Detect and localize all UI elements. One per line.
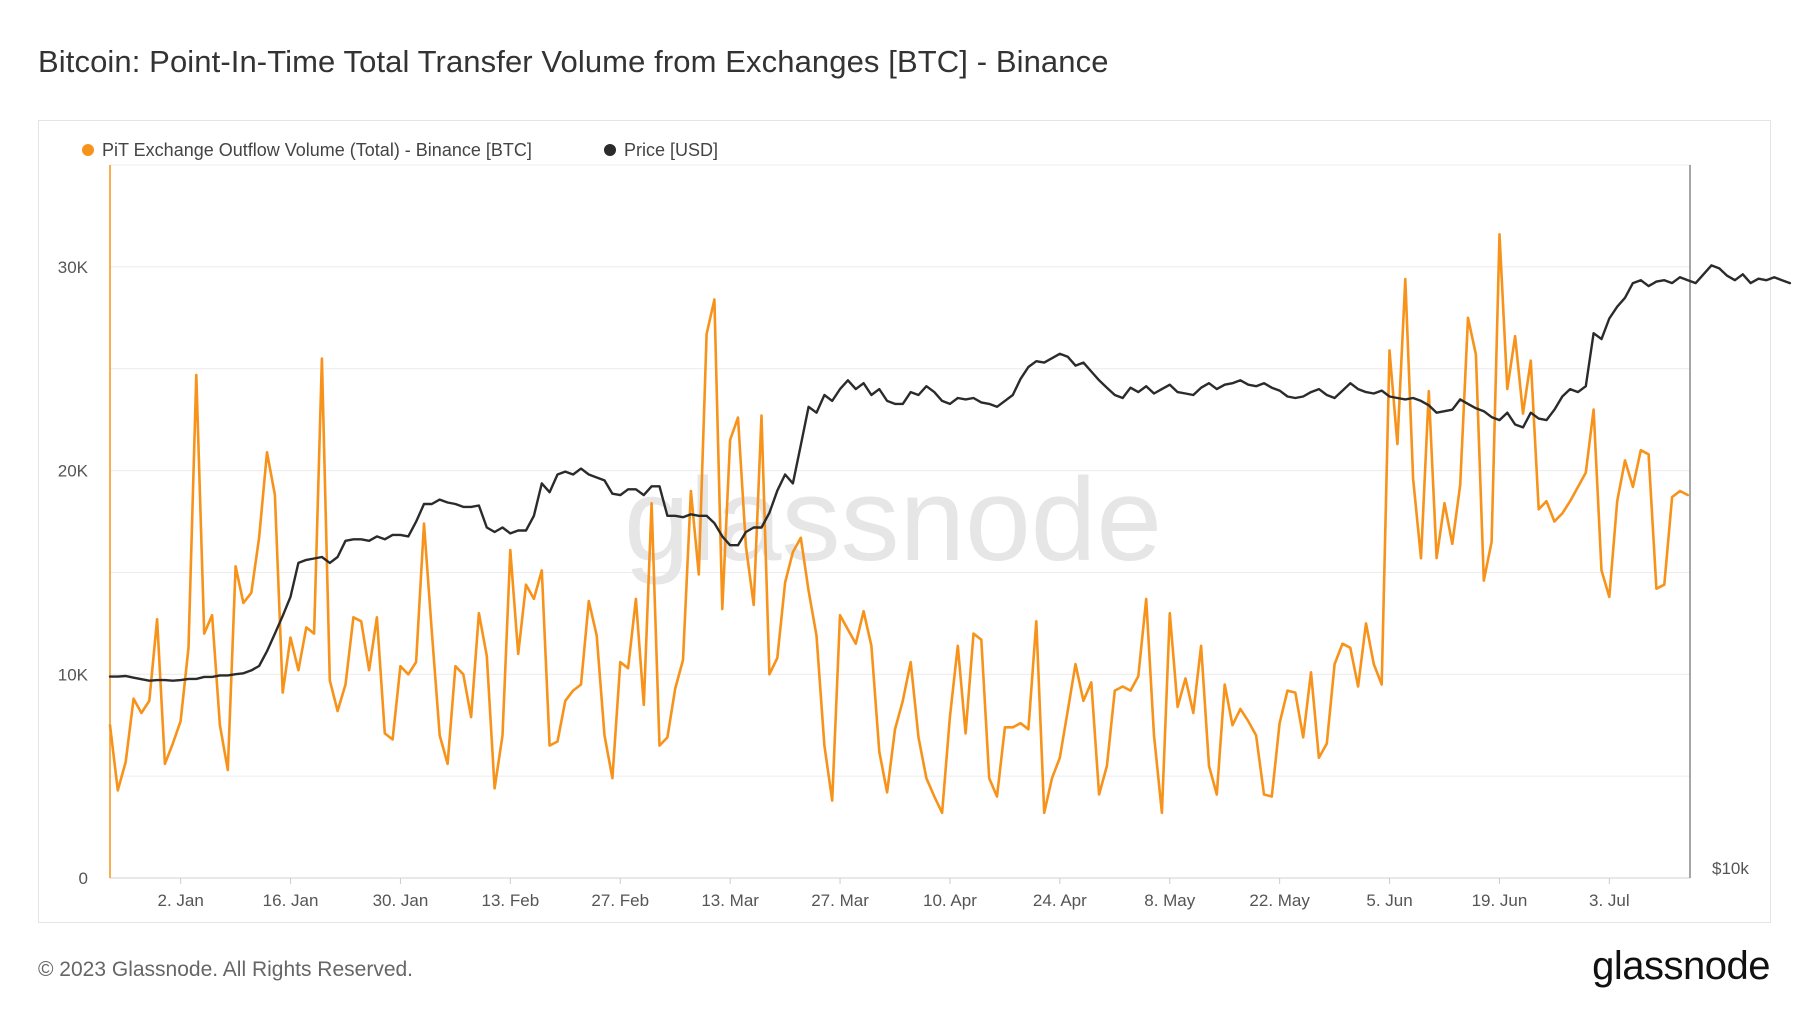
copyright-text: © 2023 Glassnode. All Rights Reserved. — [38, 958, 413, 982]
x-tick-label: 13. Feb — [482, 891, 540, 910]
x-tick-label: 22. May — [1249, 891, 1310, 910]
x-tick-label: 13. Mar — [701, 891, 759, 910]
x-tick-label: 2. Jan — [157, 891, 203, 910]
x-tick-label: 27. Mar — [811, 891, 869, 910]
x-tick-label: 30. Jan — [373, 891, 429, 910]
y-tick-label: 20K — [58, 462, 89, 481]
glassnode-logo[interactable]: glassnode — [1592, 944, 1770, 989]
x-tick-label: 3. Jul — [1589, 891, 1630, 910]
y2-tick-label: $10k — [1712, 859, 1749, 878]
x-tick-label: 19. Jun — [1472, 891, 1528, 910]
y-tick-label: 0 — [79, 869, 88, 888]
y-tick-label: 10K — [58, 665, 89, 684]
y-tick-label: 30K — [58, 258, 89, 277]
x-tick-label: 27. Feb — [591, 891, 649, 910]
x-tick-label: 10. Apr — [923, 891, 977, 910]
watermark: glassnode — [624, 454, 1162, 586]
x-tick-label: 24. Apr — [1033, 891, 1087, 910]
x-tick-label: 16. Jan — [263, 891, 319, 910]
x-tick-label: 8. May — [1144, 891, 1196, 910]
x-tick-label: 5. Jun — [1366, 891, 1412, 910]
